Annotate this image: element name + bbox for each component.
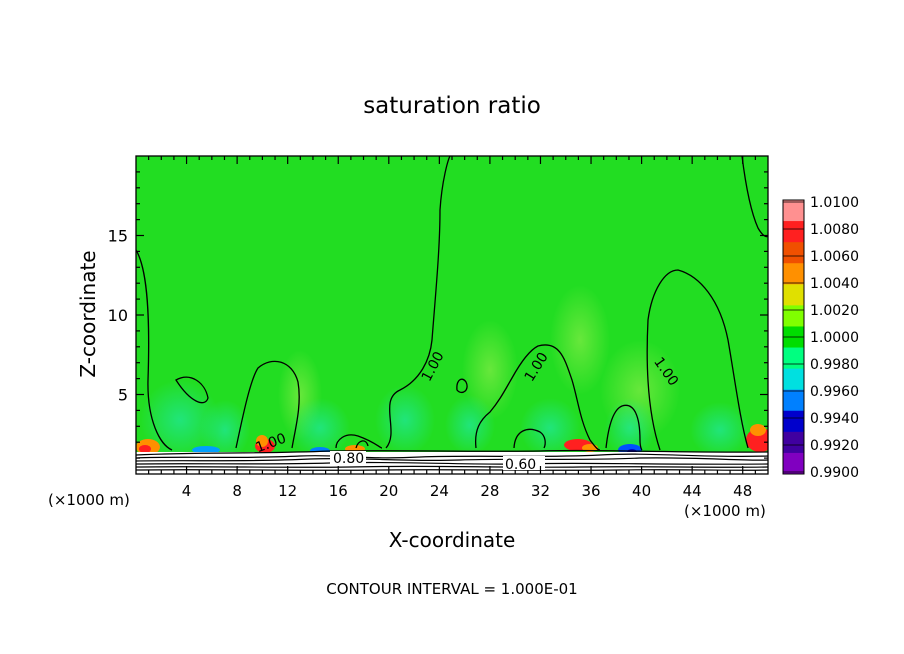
colorbar-label: 0.9960 — [810, 384, 859, 400]
x-tick-label: 16 — [329, 482, 348, 500]
x-unit-label: (×1000 m) — [684, 502, 766, 520]
colorbar-label: 0.9940 — [810, 411, 859, 427]
colorbar-label: 1.0020 — [810, 303, 859, 319]
colorbar-swatch — [783, 410, 804, 433]
y-axis-label: Z-coordinate — [76, 250, 100, 377]
colorbar-swatch — [783, 221, 804, 243]
colorbar-label: 1.0080 — [810, 222, 859, 238]
colorbar-label: 0.9900 — [810, 465, 859, 481]
colorbar-label: 1.0040 — [810, 276, 859, 292]
y-axis-ticks: 5 10 15 — [108, 171, 768, 459]
x-tick-label: 48 — [733, 482, 752, 500]
x-tick-label: 40 — [632, 482, 651, 500]
colorbar-label: 1.0000 — [810, 330, 859, 346]
colorbar-label: 1.0060 — [810, 249, 859, 265]
plot-area: 1.00 1.00 1.00 1.00 0.80 0.60 — [136, 156, 768, 474]
y-unit-label: (×1000 m) — [48, 491, 130, 509]
colorbar-label: 0.9920 — [810, 438, 859, 454]
x-tick-label: 8 — [232, 482, 242, 500]
x-axis-ticks: 4 8 12 16 20 24 28 32 36 40 44 48 — [148, 156, 756, 500]
x-axis-label: X-coordinate — [389, 528, 516, 552]
colorbar-swatch — [783, 305, 804, 327]
field-shading — [136, 285, 768, 460]
colorbar: 1.0100 1.0080 1.0060 1.0040 1.0020 1.0000 0.99… — [782, 195, 859, 481]
colorbar-swatch — [783, 452, 804, 475]
contour-interval-note: CONTOUR INTERVAL = 1.000E-01 — [326, 580, 577, 598]
x-tick-label: 4 — [182, 482, 192, 500]
colorbar-label: 0.9980 — [810, 357, 859, 373]
colorbar-swatch — [783, 263, 804, 285]
colorbar-swatch — [783, 200, 804, 222]
surface-layer: 0.80 0.60 — [136, 449, 768, 474]
x-tick-label: 36 — [581, 482, 600, 500]
x-tick-label: 24 — [430, 482, 449, 500]
x-tick-label: 20 — [379, 482, 398, 500]
y-tick-label: 5 — [118, 386, 128, 405]
contour-label: 0.80 — [333, 451, 364, 467]
y-tick-label: 10 — [108, 306, 128, 325]
colorbar-swatch — [783, 347, 804, 370]
contour-lines-1-00 — [136, 156, 768, 451]
x-tick-label: 28 — [480, 482, 499, 500]
colorbar-swatch — [783, 368, 804, 391]
contour-label: 0.60 — [505, 457, 536, 473]
x-tick-label: 32 — [531, 482, 550, 500]
chart-title: saturation ratio — [363, 93, 541, 119]
colorbar-swatch — [783, 284, 804, 306]
y-tick-label: 15 — [108, 227, 128, 246]
colorbar-swatch — [783, 242, 804, 264]
colorbar-label: 1.0100 — [810, 195, 859, 211]
x-tick-label: 44 — [683, 482, 702, 500]
colorbar-swatch — [783, 389, 804, 412]
x-tick-label: 12 — [278, 482, 297, 500]
colorbar-swatch — [783, 431, 804, 454]
